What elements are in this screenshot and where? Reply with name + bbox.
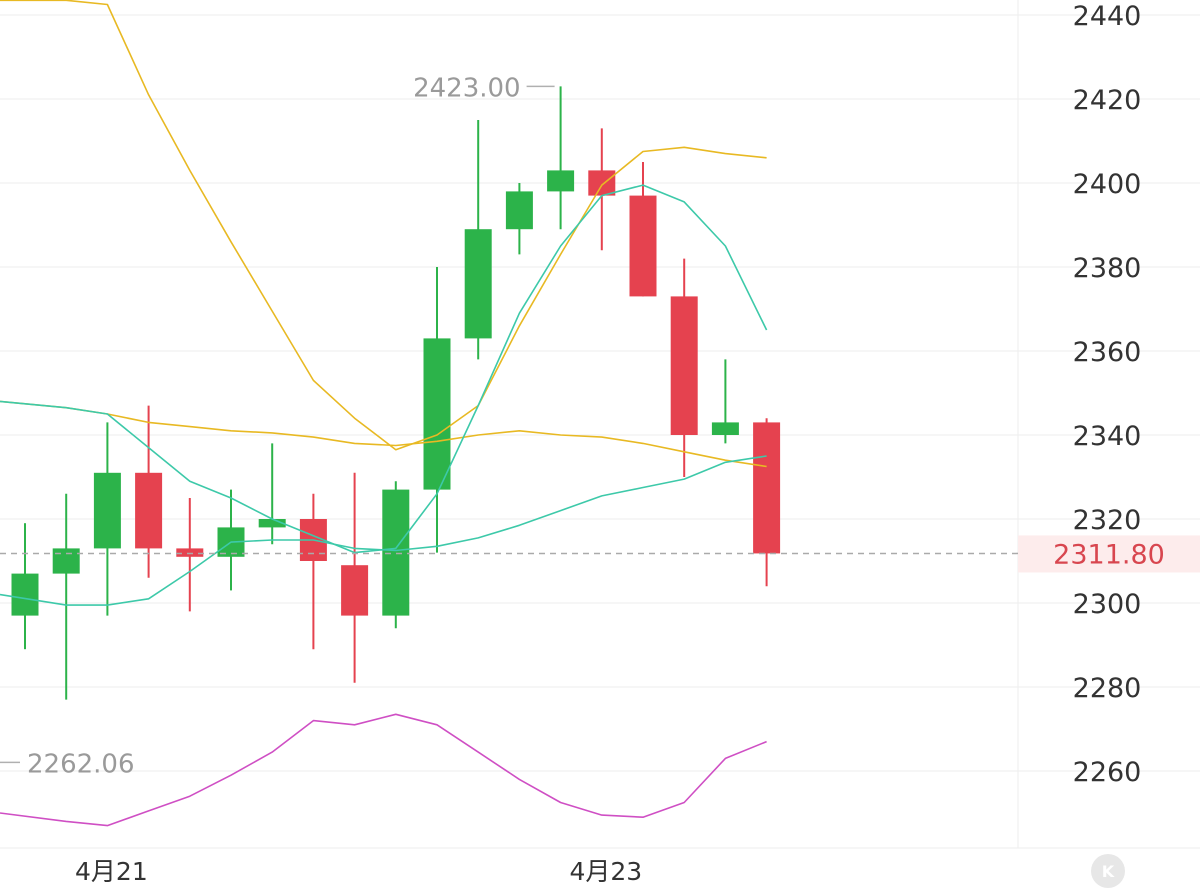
- low-marker-label: 2262.06: [27, 749, 135, 779]
- y-tick-label: 2400: [1073, 169, 1142, 200]
- candles: [11, 86, 781, 700]
- candle-body: [93, 472, 121, 549]
- candle-body: [341, 565, 369, 616]
- candle-body: [382, 489, 410, 616]
- candle-body: [52, 548, 80, 574]
- candle-body: [505, 191, 533, 230]
- x-axis: 4月21 4月23: [75, 857, 642, 886]
- candle: [299, 493, 327, 650]
- candle: [11, 523, 39, 650]
- candle-body: [176, 548, 204, 557]
- candle-body: [464, 229, 492, 339]
- y-tick-label: 2340: [1073, 421, 1142, 452]
- candle: [135, 405, 163, 578]
- candle: [547, 86, 575, 230]
- scroll-left-button-bg[interactable]: [1091, 854, 1125, 888]
- candle: [176, 498, 204, 612]
- candle: [341, 472, 369, 683]
- candle-body: [547, 170, 575, 192]
- candle: [588, 128, 616, 251]
- x-tick-label: 4月23: [569, 857, 642, 886]
- candle: [258, 443, 286, 545]
- current-price-label: 2311.80: [1053, 539, 1165, 570]
- candle-body: [258, 519, 286, 528]
- current-price-badge: [1018, 535, 1200, 573]
- candle-body: [670, 296, 698, 435]
- indicator-line: [0, 0, 767, 451]
- y-tick-label: 2360: [1073, 337, 1142, 368]
- candle: [464, 120, 492, 360]
- double-chevron-left-icon[interactable]: K: [1102, 862, 1115, 881]
- y-tick-label: 2300: [1073, 589, 1142, 620]
- candle: [670, 258, 698, 477]
- indicator-line: [0, 713, 767, 827]
- candle-body: [423, 338, 451, 490]
- y-tick-label: 2320: [1073, 505, 1142, 536]
- x-tick-label: 4月21: [75, 857, 148, 886]
- candle-body: [753, 422, 781, 554]
- y-tick-label: 2420: [1073, 85, 1142, 116]
- candle: [629, 162, 657, 297]
- indicator-lines: [0, 0, 768, 827]
- y-tick-label: 2280: [1073, 673, 1142, 704]
- candle-body: [588, 170, 616, 196]
- price-markers: 2311.80 2423.00 2262.06: [0, 73, 1200, 779]
- scroll-left-button[interactable]: K: [1091, 854, 1125, 888]
- indicator-line: [0, 184, 768, 554]
- y-tick-label: 2260: [1073, 757, 1142, 788]
- y-axis: 2260 2280 2300 2320 2340 2360 2380 2400 2420 2440: [1073, 1, 1142, 788]
- indicator-line: [0, 400, 767, 468]
- candle: [753, 418, 781, 587]
- y-tick-label: 2380: [1073, 253, 1142, 284]
- indicator-line: [0, 455, 767, 606]
- candle: [711, 359, 739, 444]
- candle: [52, 493, 80, 700]
- candle-body: [11, 573, 39, 616]
- candle: [93, 422, 121, 616]
- candle-body: [629, 195, 657, 297]
- candle: [382, 481, 410, 629]
- candle-body: [135, 472, 163, 549]
- candle: [217, 489, 245, 591]
- candle: [505, 183, 533, 255]
- candle-body: [711, 422, 739, 435]
- y-tick-label: 2440: [1073, 1, 1142, 32]
- candle: [423, 267, 451, 553]
- grid-lines: [0, 0, 1200, 849]
- high-marker-label: 2423.00: [413, 73, 521, 103]
